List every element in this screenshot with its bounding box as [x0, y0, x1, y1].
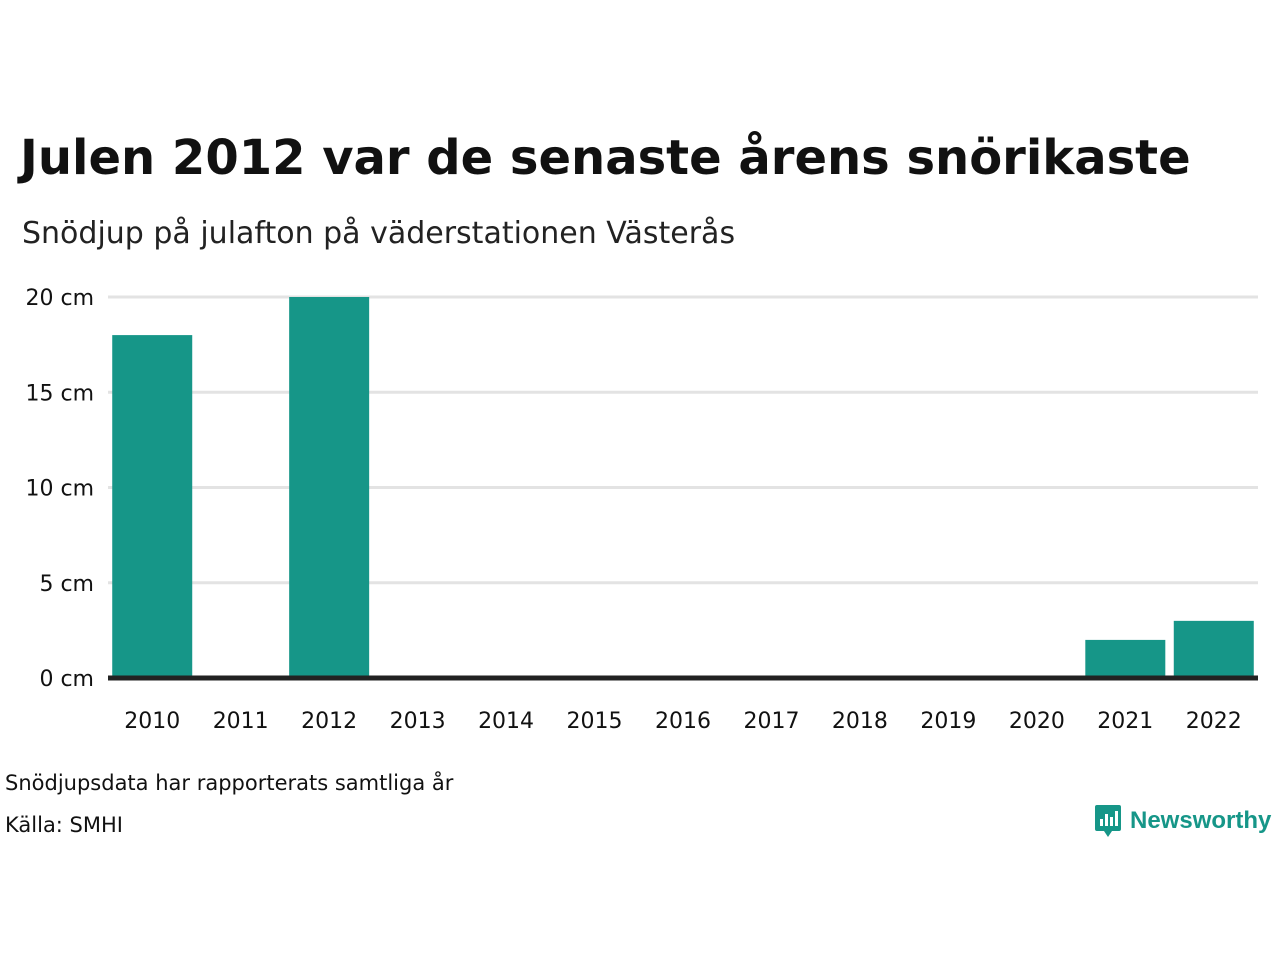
brand-name: Newsworthy — [1130, 807, 1272, 834]
bar-2022 — [1173, 620, 1254, 678]
x-tick-label: 2016 — [655, 709, 711, 734]
x-tick-label: 2022 — [1186, 709, 1242, 734]
y-tick-label: 20 cm — [25, 286, 94, 311]
gridlines — [108, 295, 1258, 585]
x-tick-label: 2017 — [743, 709, 799, 734]
x-tick-label: 2020 — [1009, 709, 1065, 734]
y-tick-label: 15 cm — [25, 381, 94, 406]
y-tick-label: 5 cm — [39, 572, 94, 597]
x-tick-label: 2012 — [301, 709, 357, 734]
x-tick-label: 2018 — [832, 709, 888, 734]
y-tick-label: 0 cm — [39, 667, 94, 692]
bar-2021 — [1085, 639, 1166, 678]
brand-logo: Newsworthy — [1094, 804, 1271, 838]
y-tick-label: 10 cm — [25, 477, 94, 502]
x-tick-label: 2015 — [567, 709, 623, 734]
bar-2010 — [112, 335, 193, 678]
x-axis-tick-labels: 2010 2011 2012 2013 2014 2015 2016 2017 2018 2019… — [124, 709, 1242, 734]
bars — [108, 297, 1258, 681]
x-tick-label: 2014 — [478, 709, 534, 734]
x-tick-label: 2010 — [124, 709, 180, 734]
chart-subtitle: Snödjup på julafton på väderstationen Vä… — [22, 216, 736, 251]
bar-2012 — [289, 297, 370, 678]
chart-source: Källa: SMHI — [5, 813, 123, 837]
chart-title: Julen 2012 var de senaste årens snörikas… — [20, 130, 1191, 186]
chart-footnote: Snödjupsdata har rapporterats samtliga å… — [5, 771, 454, 795]
newsworthy-logo-icon — [1095, 805, 1121, 837]
y-axis-tick-labels: 0 cm 5 cm 10 cm 15 cm 20 cm — [25, 286, 94, 692]
bar-chart: 0 cm 5 cm 10 cm 15 cm 20 cm 2010 2011 2012 2013… — [25, 286, 1258, 734]
x-tick-label: 2011 — [213, 709, 269, 734]
x-tick-label: 2013 — [390, 709, 446, 734]
x-tick-label: 2021 — [1097, 709, 1153, 734]
x-tick-label: 2019 — [920, 709, 976, 734]
